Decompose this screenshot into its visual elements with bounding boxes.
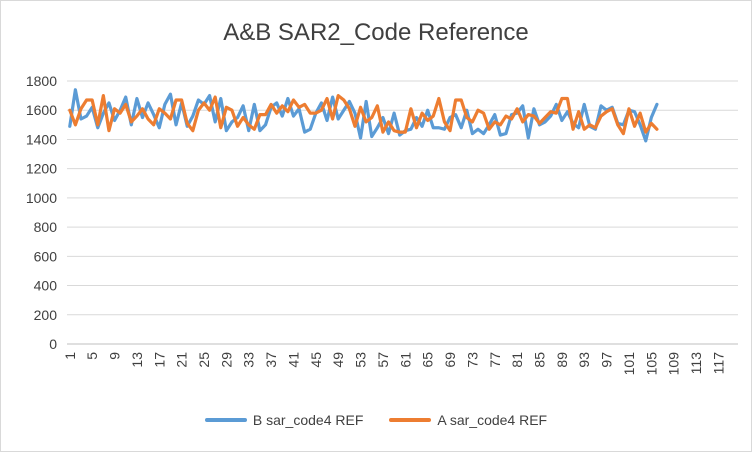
x-tick-label: 109 bbox=[666, 352, 682, 376]
x-tick-label: 49 bbox=[330, 352, 346, 368]
x-tick-label: 13 bbox=[129, 352, 145, 368]
series-line-b bbox=[68, 88, 659, 143]
x-tick-label: 1 bbox=[62, 352, 78, 360]
x-tick-label: 33 bbox=[241, 352, 257, 368]
x-tick-label: 101 bbox=[621, 352, 637, 376]
legend-swatch-b bbox=[204, 418, 247, 422]
x-tick-label: 29 bbox=[218, 352, 234, 368]
x-tick-label: 53 bbox=[353, 352, 369, 368]
series-line-a bbox=[68, 94, 659, 136]
y-tick-label: 1600 bbox=[26, 102, 57, 118]
y-tick-label: 400 bbox=[34, 278, 58, 294]
x-tick-label: 21 bbox=[174, 352, 190, 368]
series-lines bbox=[68, 88, 659, 143]
x-tick-label: 81 bbox=[509, 352, 525, 368]
x-tick-label: 9 bbox=[107, 352, 123, 360]
x-tick-label: 41 bbox=[285, 352, 301, 368]
x-tick-label: 69 bbox=[442, 352, 458, 368]
legend-label-a: A sar_code4 REF bbox=[437, 412, 548, 428]
x-tick-label: 45 bbox=[308, 352, 324, 368]
x-tick-label: 77 bbox=[487, 352, 503, 368]
y-tick-label: 1200 bbox=[26, 161, 57, 177]
x-tick-label: 5 bbox=[84, 352, 100, 360]
x-tick-label: 105 bbox=[643, 352, 659, 376]
legend-swatch-a bbox=[389, 418, 432, 422]
y-tick-label: 1400 bbox=[26, 131, 57, 147]
x-tick-label: 89 bbox=[554, 352, 570, 368]
legend-entry-b: B sar_code4 REF bbox=[204, 412, 364, 428]
y-tick-label: 800 bbox=[34, 219, 58, 235]
y-axis: 0 200 400 600 800 1000 1200 1400 1600 1800 bbox=[26, 73, 57, 352]
x-tick-label: 61 bbox=[397, 352, 413, 368]
x-tick-label: 25 bbox=[196, 352, 212, 368]
legend-label-b: B sar_code4 REF bbox=[252, 412, 364, 428]
x-tick-label: 97 bbox=[599, 352, 615, 368]
x-tick-label: 85 bbox=[531, 352, 547, 368]
x-tick-label: 37 bbox=[263, 352, 279, 368]
x-tick-label: 57 bbox=[375, 352, 391, 368]
y-tick-label: 0 bbox=[49, 336, 57, 352]
y-tick-label: 1000 bbox=[26, 190, 57, 206]
x-tick-label: 65 bbox=[420, 352, 436, 368]
y-tick-label: 1800 bbox=[26, 73, 57, 89]
x-tick-label: 117 bbox=[710, 352, 726, 375]
x-tick-label: 113 bbox=[688, 352, 704, 375]
chart-title: A&B SAR2_Code Reference bbox=[223, 19, 529, 46]
legend-entry-a: A sar_code4 REF bbox=[389, 412, 547, 428]
y-tick-label: 200 bbox=[34, 307, 58, 323]
legend: B sar_code4 REF A sar_code4 REF bbox=[1, 412, 751, 428]
x-tick-label: 17 bbox=[151, 352, 167, 368]
y-tick-label: 600 bbox=[34, 248, 58, 264]
x-tick-label: 93 bbox=[576, 352, 592, 368]
x-axis: 1 5 9 13 17 21 25 29 33 37 41 45 49 53 57 61 65 69 73 77 81 8… bbox=[62, 343, 738, 376]
x-tick-label: 73 bbox=[464, 352, 480, 368]
